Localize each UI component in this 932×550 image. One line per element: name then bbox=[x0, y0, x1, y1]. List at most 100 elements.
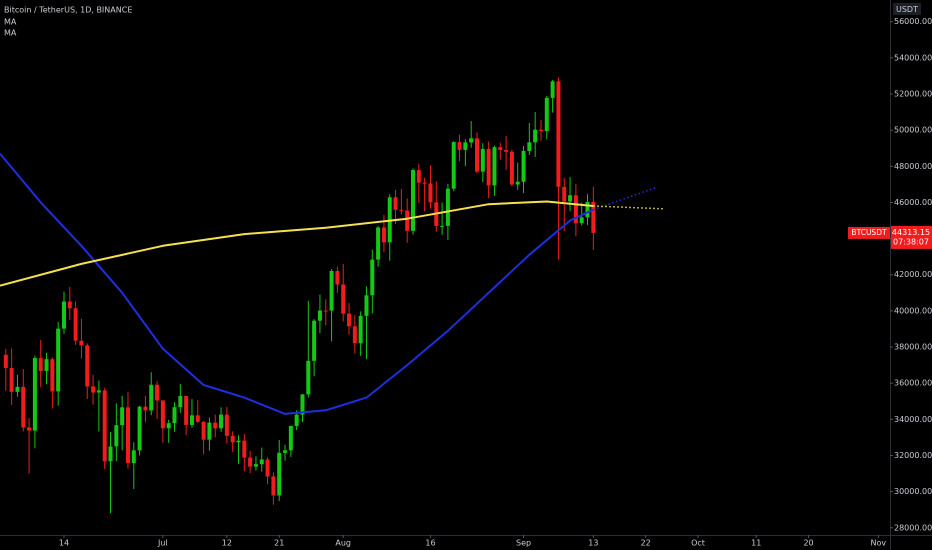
candle-body bbox=[265, 459, 270, 477]
candle-body bbox=[428, 183, 433, 203]
candle-body bbox=[288, 425, 293, 451]
candle-body bbox=[422, 182, 427, 184]
countdown: 07:38:07 bbox=[893, 237, 929, 246]
x-tick-label: 21 bbox=[274, 539, 284, 548]
candle-body bbox=[189, 415, 194, 425]
candle-body bbox=[50, 359, 55, 392]
candle-body bbox=[253, 464, 258, 467]
x-tick-label: Sep bbox=[516, 539, 531, 548]
candle-body bbox=[38, 358, 43, 371]
candle-body bbox=[108, 446, 113, 462]
x-tick-label: 22 bbox=[641, 539, 651, 548]
candle-body bbox=[556, 81, 561, 187]
candle-body bbox=[393, 197, 398, 210]
candle-body bbox=[3, 354, 8, 368]
candle-body bbox=[317, 310, 322, 321]
x-tick-label: 16 bbox=[425, 539, 435, 548]
currency-box bbox=[893, 3, 921, 15]
candle-body bbox=[515, 181, 520, 185]
candle-body bbox=[591, 201, 596, 233]
candle-body bbox=[550, 81, 555, 98]
candle-body bbox=[492, 147, 497, 186]
candle-body bbox=[67, 301, 72, 309]
y-tick-label: 38000.00 bbox=[894, 343, 932, 352]
candle-body bbox=[242, 440, 247, 458]
candle-body bbox=[538, 129, 543, 132]
candle-body bbox=[445, 188, 450, 226]
candle-body bbox=[277, 452, 282, 496]
candle-body bbox=[504, 149, 509, 152]
candle-body bbox=[224, 414, 229, 436]
candle-body bbox=[347, 313, 352, 327]
symbol-label: BTCUSDT bbox=[851, 228, 887, 237]
x-tick-label: Nov bbox=[871, 539, 887, 548]
candle-body bbox=[486, 148, 491, 186]
y-tick-label: 28000.00 bbox=[894, 523, 932, 532]
candle-body bbox=[399, 209, 404, 211]
candle-body bbox=[166, 423, 171, 429]
ma-projection bbox=[593, 186, 658, 211]
candle-body bbox=[219, 414, 224, 429]
candle-body bbox=[376, 227, 381, 260]
candle-body bbox=[236, 440, 241, 443]
candle-body bbox=[370, 259, 375, 296]
candle-body bbox=[207, 422, 212, 440]
candle-body bbox=[15, 386, 20, 392]
x-tick-label: 12 bbox=[222, 539, 232, 548]
candle-body bbox=[44, 359, 49, 371]
y-tick-label: 52000.00 bbox=[894, 89, 932, 98]
candle-body bbox=[405, 210, 410, 231]
candle-body bbox=[91, 386, 96, 393]
candle-body bbox=[85, 345, 90, 387]
candle-body bbox=[533, 129, 538, 143]
candle-body bbox=[137, 406, 142, 451]
ma-line bbox=[0, 152, 594, 415]
candle-body bbox=[306, 360, 311, 395]
price-badge bbox=[891, 225, 932, 249]
candle-body bbox=[509, 151, 514, 185]
candle-body bbox=[248, 457, 253, 467]
candle-body bbox=[440, 225, 445, 227]
candle-body bbox=[463, 142, 468, 150]
legend-entry: MA bbox=[4, 18, 17, 27]
x-tick-label: 14 bbox=[59, 539, 69, 548]
candle-body bbox=[155, 384, 160, 401]
candle-body bbox=[312, 320, 317, 361]
candle-body bbox=[61, 301, 66, 329]
y-tick-label: 50000.00 bbox=[894, 126, 932, 135]
candle-body bbox=[79, 340, 84, 346]
candle-body bbox=[213, 422, 218, 429]
candle-body bbox=[416, 170, 421, 183]
y-tick-label: 34000.00 bbox=[894, 415, 932, 424]
candle-body bbox=[579, 217, 584, 224]
x-tick-label: Aug bbox=[335, 539, 351, 548]
candle-body bbox=[195, 415, 200, 422]
x-tick-label: 11 bbox=[751, 539, 761, 548]
symbol-badge bbox=[848, 226, 890, 239]
candle-body bbox=[335, 271, 340, 285]
candle-body bbox=[323, 310, 328, 312]
candle-body bbox=[585, 201, 590, 218]
candle-body bbox=[131, 450, 136, 463]
candle-body bbox=[341, 284, 346, 314]
currency-label: USDT bbox=[896, 5, 918, 14]
y-tick-label: 30000.00 bbox=[894, 487, 932, 496]
candle-body bbox=[544, 97, 549, 132]
candle-body bbox=[27, 427, 32, 431]
candle-body bbox=[521, 150, 526, 182]
candle-body bbox=[294, 414, 299, 426]
x-tick-label: Jul bbox=[157, 539, 168, 548]
x-tick-label: 20 bbox=[803, 539, 813, 548]
candle-body bbox=[411, 170, 416, 231]
candle-body bbox=[562, 186, 567, 202]
candle-body bbox=[21, 386, 26, 428]
y-tick-label: 48000.00 bbox=[894, 162, 932, 171]
chart-title: Bitcoin / TetherUS, 1D, BINANCE bbox=[4, 6, 132, 15]
candle-body bbox=[352, 326, 357, 344]
candle-body bbox=[143, 406, 148, 411]
candle-body bbox=[230, 435, 235, 443]
candle-body bbox=[201, 421, 206, 440]
candle-body bbox=[527, 142, 532, 151]
candle-body bbox=[358, 315, 363, 344]
